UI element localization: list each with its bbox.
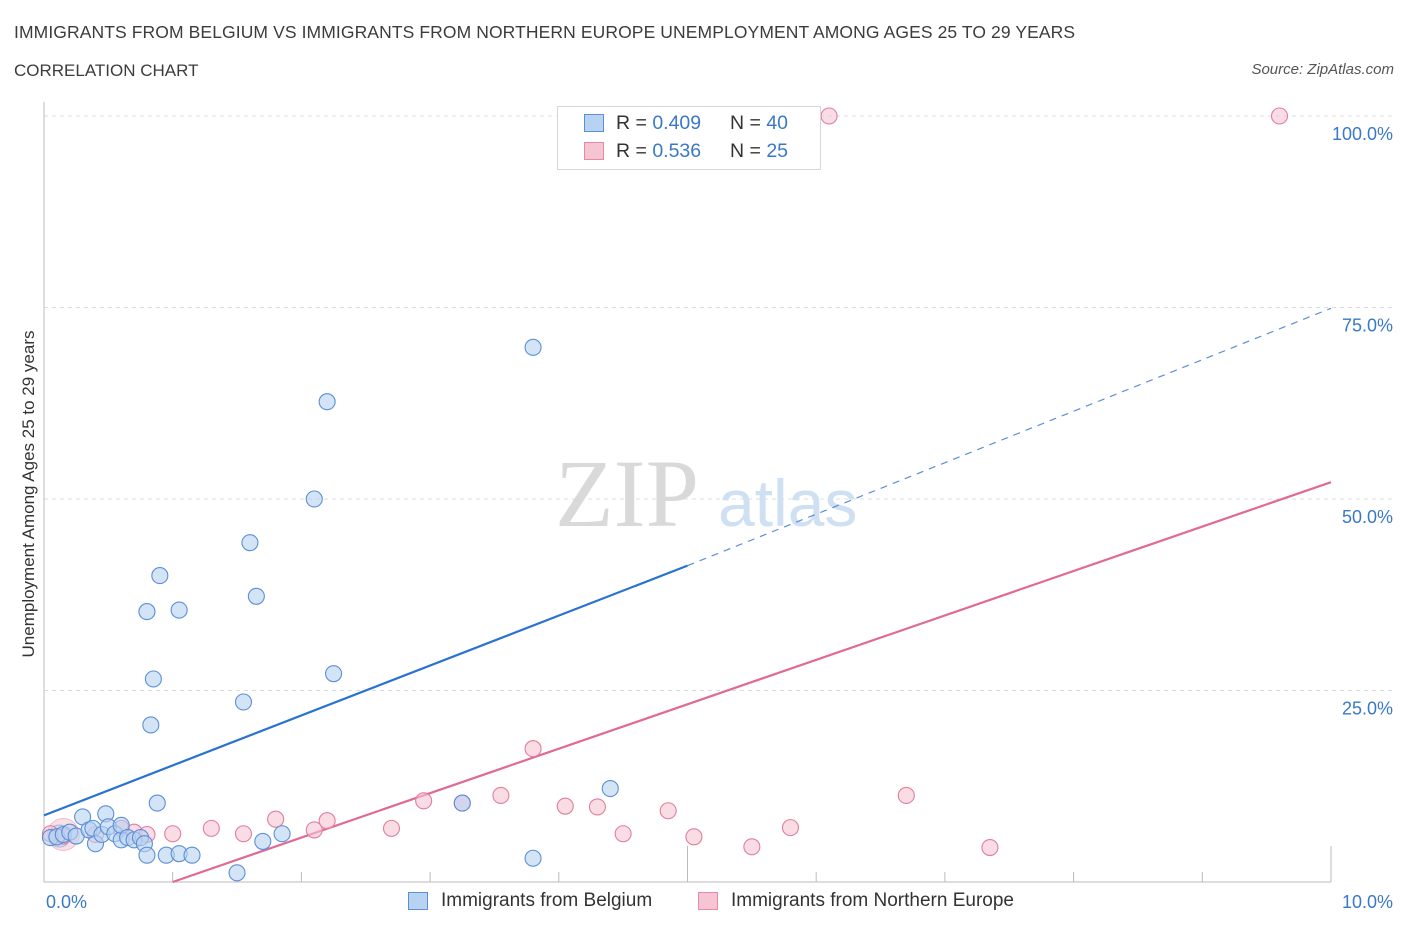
legend-r-value: 0.409 [652,112,702,134]
bottom-legend-label-belgium: Immigrants from Belgium [441,890,653,911]
data-point-belgium [144,670,162,688]
data-point-belgium [601,779,619,798]
legend-swatch-belgium [584,114,604,132]
stats-legend: R = 0.409 N = 40 R = 0.536 N = 25 [557,106,821,170]
tick-labels: 25.0% 50.0% 75.0% 100.0% 0.0% 10.0% [46,124,1393,912]
data-point-belgium [151,567,169,585]
legend-n-value: 25 [766,140,789,162]
chart-title: IMMIGRANTS FROM BELGIUM VS IMMIGRANTS FR… [14,22,1076,42]
legend-n-label: N = [730,112,761,134]
data-point-belgium [138,603,156,621]
data-point-northern-europe [202,819,220,837]
data-point-northern-europe [685,828,703,846]
data-point-belgium [318,393,336,411]
x-tick-label: 0.0% [46,892,87,912]
data-point-belgium [254,832,272,850]
bottom-legend-northern-europe: Immigrants from Northern Europe [698,890,1014,912]
watermark-atlas: atlas [718,466,857,540]
bottom-legend-label-northern-europe: Immigrants from Northern Europe [731,890,1014,911]
data-point-northern-europe [492,786,510,804]
data-point-belgium [228,864,246,882]
data-point-belgium [138,846,156,864]
y-tick-label: 50.0% [1342,507,1393,527]
data-point-belgium [247,587,265,605]
source-attribution: Source: ZipAtlas.com [1251,61,1394,78]
watermark-zip: ZIP [555,440,699,547]
legend-r-label: R = [616,140,647,162]
legend-n-value: 40 [766,112,789,134]
data-point-northern-europe [164,825,182,843]
data-point-northern-europe [781,819,800,837]
data-point-northern-europe [382,819,401,837]
data-point-belgium [148,794,166,812]
data-point-belgium [325,665,343,683]
data-point-belgium [234,693,253,711]
gridlines [44,115,1392,691]
bottom-legend-belgium: Immigrants from Belgium [408,890,652,912]
bottom-legend-swatch-belgium [408,892,428,910]
data-point-northern-europe [981,838,999,857]
data-point-belgium [142,716,160,734]
data-point-northern-europe [318,812,336,830]
data-point-northern-europe [897,786,915,804]
data-point-northern-europe [415,792,433,810]
data-point-northern-europe [659,802,677,820]
bottom-legend-swatch-northern-europe [698,892,718,910]
legend-r-value: 0.536 [652,140,702,162]
data-point-belgium [241,534,259,552]
legend-swatch-northern-europe [584,142,604,160]
data-point-northern-europe [820,107,838,125]
watermark: ZIP atlas [555,440,857,547]
data-point-northern-europe [305,821,323,839]
data-point-belgium [273,825,291,843]
chart-subtitle: CORRELATION CHART [14,61,199,80]
y-tick-label: 100.0% [1332,124,1393,144]
trend-line-extension [687,307,1332,567]
data-point-belgium [183,846,201,864]
y-axis-label: Unemployment Among Ages 25 to 29 years [19,331,38,658]
legend-n-label: N = [730,140,761,162]
data-point-northern-europe [1270,107,1289,125]
data-point-northern-europe [743,838,761,856]
data-point-northern-europe [556,797,574,815]
data-point-belgium [524,849,542,867]
x-tick-label: 10.0% [1342,892,1393,912]
axes [43,102,1332,883]
y-tick-label: 75.0% [1342,316,1393,336]
data-point-belgium [305,490,323,508]
data-points [41,107,1289,882]
data-point-northern-europe [234,825,253,843]
data-point-belgium [170,601,188,619]
data-point-northern-europe [524,740,542,758]
trend-line-belgium [43,564,688,817]
trend-lines [43,307,1332,884]
data-point-belgium [453,794,471,812]
legend-r-label: R = [616,112,647,134]
data-point-northern-europe [614,825,632,843]
data-point-northern-europe [267,810,285,828]
trend-line-northern-europe [172,481,1332,884]
data-point-northern-europe [588,798,606,816]
data-point-belgium [524,338,542,356]
y-tick-label: 25.0% [1342,699,1393,719]
